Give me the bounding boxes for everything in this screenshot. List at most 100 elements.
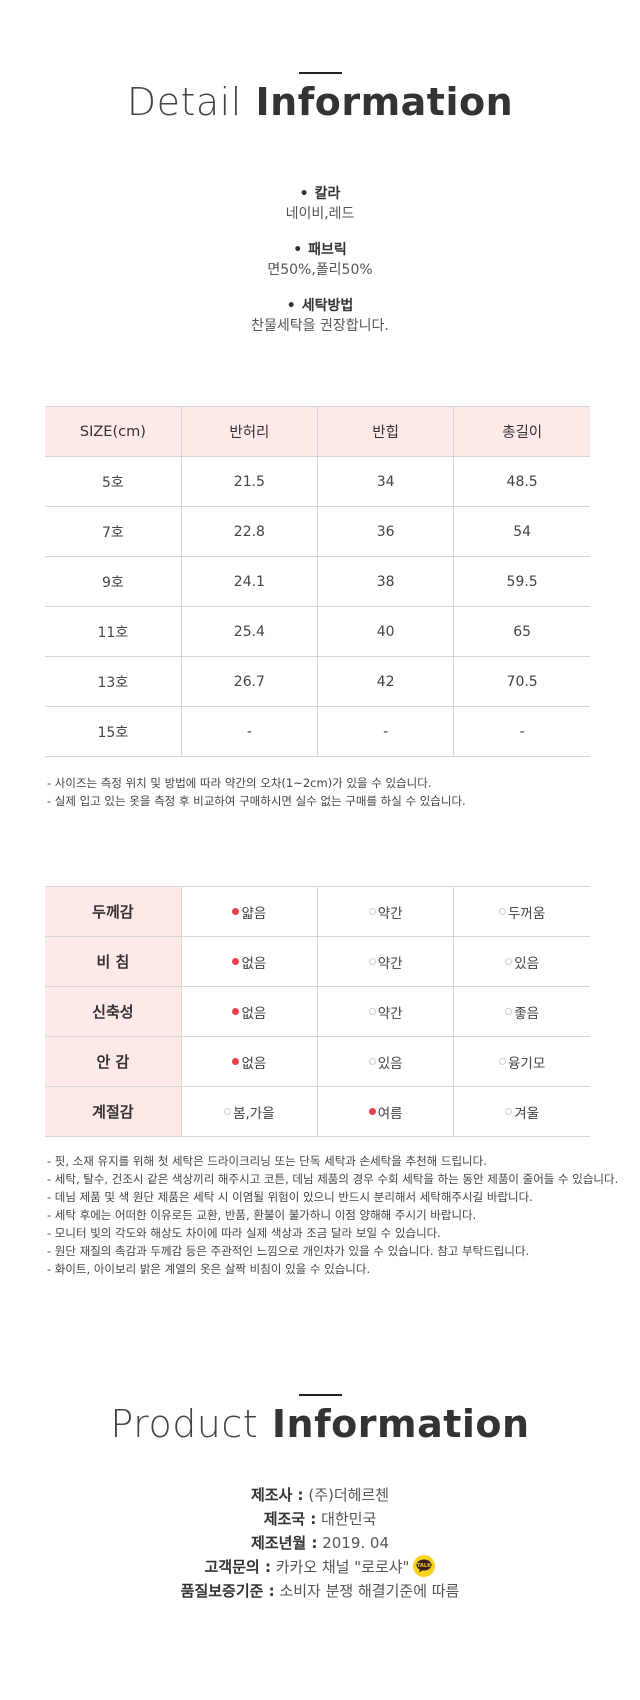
radio-indicator-icon (505, 1108, 513, 1115)
size-cell: 54 (453, 506, 590, 557)
feel-option-label: 없음 (241, 955, 267, 972)
size-cell: 13호 (45, 656, 182, 707)
bullet: • (293, 242, 303, 258)
spec-item-washing: • 세탁방법 찬물세탁을 권장합니다. (0, 296, 640, 336)
size-cell: 40 (316, 606, 455, 657)
bullet: • (286, 298, 296, 314)
radio-indicator-icon (232, 1058, 240, 1065)
note-line: - 모니터 빛의 각도와 해상도 차이에 따라 실제 색상과 조금 달라 보일 … (47, 1226, 441, 1240)
size-table: SIZE(cm) 반허리 반힙 총길이 5호 21.5 34 48.5 7호 2… (45, 406, 590, 757)
feel-option: 약간 (316, 986, 455, 1037)
feel-option-label: 없음 (241, 1005, 267, 1022)
feel-option: 좋음 (453, 986, 590, 1037)
size-cell: - (316, 706, 455, 757)
detail-title: Detail Information (0, 80, 640, 124)
spec-item-fabric: • 패브릭 면50%,폴리50% (0, 240, 640, 280)
product-info-value: 2019. 04 (322, 1534, 389, 1552)
radio-indicator-icon (368, 908, 376, 915)
size-cell: 48.5 (453, 456, 590, 507)
size-cell: 36 (316, 506, 455, 557)
product-info-key: 제조년월 : (251, 1534, 318, 1552)
size-cell: 9호 (45, 556, 182, 607)
feel-option-label: 있음 (514, 955, 540, 972)
feel-option-label: 봄,가을 (233, 1105, 275, 1122)
feel-option-label: 약간 (377, 1005, 403, 1022)
size-cell: 7호 (45, 506, 182, 557)
size-cell: 26.7 (180, 656, 319, 707)
feel-option: 없음 (180, 936, 319, 987)
table-row: 13호 26.7 42 70.5 (45, 656, 590, 707)
feel-row-label: 계절감 (45, 1086, 182, 1137)
size-cell: 38 (316, 556, 455, 607)
radio-indicator-icon (498, 908, 506, 915)
feel-option-label: 두꺼움 (507, 905, 546, 922)
product-info-value: 소비자 분쟁 해결기준에 따름 (279, 1582, 460, 1600)
size-cell: 15호 (45, 706, 182, 757)
size-table-header-row: SIZE(cm) 반허리 반힙 총길이 (45, 406, 590, 457)
product-info-row: 제조년월 : 2019. 04 (0, 1531, 640, 1555)
radio-indicator-icon (368, 1008, 376, 1015)
feel-option-label: 있음 (377, 1055, 403, 1072)
radio-indicator-icon (232, 908, 240, 915)
spec-label: 칼라 (314, 186, 341, 202)
product-info-row: 품질보증기준 : 소비자 분쟁 해결기준에 따름 (0, 1579, 640, 1603)
spec-value: 면50%,폴리50% (267, 262, 373, 278)
table-row: 계절감 봄,가을 여름 겨울 (45, 1086, 590, 1137)
product-info-value: 대한민국 (321, 1510, 377, 1528)
table-row: 7호 22.8 36 54 (45, 506, 590, 557)
size-cell: 21.5 (180, 456, 319, 507)
size-cell: 5호 (45, 456, 182, 507)
feel-option: 있음 (316, 1036, 455, 1087)
spec-value: 네이비,레드 (285, 206, 355, 222)
size-notes: - 사이즈는 측정 위치 및 방법에 따라 약간의 오차(1~2cm)가 있을 … (47, 774, 637, 810)
feel-option-label: 약간 (377, 955, 403, 972)
product-info-list: 제조사 : (주)더헤르첸 제조국 : 대한민국 제조년월 : 2019. 04… (0, 1483, 640, 1603)
size-header-size: SIZE(cm) (45, 406, 182, 457)
fabric-feel-table: 두께감 얇음 약간 두꺼움 비 침 없음 약간 있음 신축성 없음 약간 좋음 … (45, 886, 590, 1137)
feel-option: 약간 (316, 936, 455, 987)
radio-indicator-icon (505, 958, 513, 965)
note-line: - 원단 재질의 촉감과 두께감 등은 주관적인 느낌으로 개인차가 있을 수 … (47, 1244, 530, 1258)
product-title: Product Information (0, 1402, 640, 1446)
feel-option-label: 여름 (377, 1105, 403, 1122)
note-line: - 실제 입고 있는 옷을 측정 후 비교하여 구매하시면 실수 없는 구매를 … (47, 794, 466, 808)
product-title-light: Product (110, 1402, 259, 1446)
feel-option-label: 좋음 (514, 1005, 540, 1022)
product-info-row: 고객문의 : 카카오 채널 "로로샤" TALK (0, 1554, 640, 1579)
feel-row-label: 두께감 (45, 886, 182, 937)
note-line: - 데님 제품 및 색 원단 제품은 세탁 시 이염될 위험이 있으니 반드시 … (47, 1190, 533, 1204)
table-row: 신축성 없음 약간 좋음 (45, 986, 590, 1037)
size-cell: - (453, 706, 590, 757)
feel-option: 없음 (180, 1036, 319, 1087)
radio-indicator-icon (505, 1008, 513, 1015)
feel-option: 여름 (316, 1086, 455, 1137)
spec-label: 세탁방법 (301, 298, 354, 314)
size-cell: - (180, 706, 319, 757)
radio-indicator-icon (368, 1058, 376, 1065)
size-header-hip: 반힙 (316, 406, 455, 457)
table-row: 안 감 없음 있음 융기모 (45, 1036, 590, 1087)
spec-label: 패브릭 (308, 242, 347, 258)
size-cell: 22.8 (180, 506, 319, 557)
table-row: 9호 24.1 38 59.5 (45, 556, 590, 607)
product-info-row: 제조국 : 대한민국 (0, 1507, 640, 1531)
kakao-talk-icon[interactable]: TALK (413, 1554, 436, 1577)
feel-option: 없음 (180, 986, 319, 1037)
feel-option: 있음 (453, 936, 590, 987)
table-row: 5호 21.5 34 48.5 (45, 456, 590, 507)
size-cell: 59.5 (453, 556, 590, 607)
radio-indicator-icon (232, 1008, 240, 1015)
feel-row-label: 신축성 (45, 986, 182, 1037)
product-info-key: 고객문의 : (204, 1558, 271, 1576)
product-info-value: (주)더헤르첸 (308, 1486, 390, 1504)
product-info-row: 제조사 : (주)더헤르첸 (0, 1483, 640, 1507)
radio-indicator-icon (368, 1108, 376, 1115)
product-info-key: 제조국 : (263, 1510, 317, 1528)
spec-list: • 칼라 네이비,레드 • 패브릭 면50%,폴리50% • 세탁방법 찬물세탁을 권… (0, 184, 640, 352)
feel-option-label: 얇음 (241, 905, 267, 922)
size-cell: 70.5 (453, 656, 590, 707)
radio-indicator-icon (224, 1108, 232, 1115)
feel-option-label: 겨울 (514, 1105, 540, 1122)
feel-option: 봄,가을 (180, 1086, 319, 1137)
feel-option: 겨울 (453, 1086, 590, 1137)
